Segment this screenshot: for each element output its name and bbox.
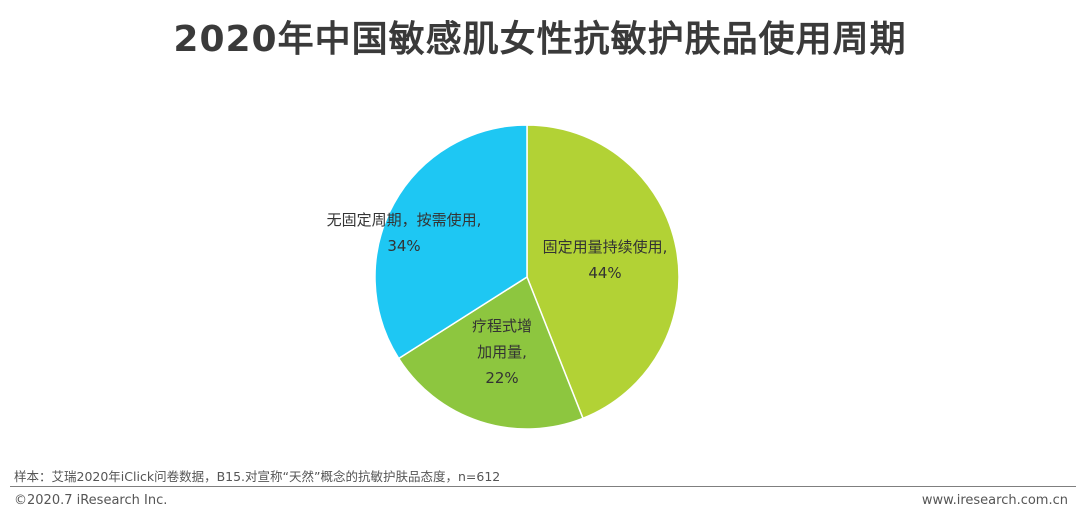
source-note: 样本：艾瑞2020年iClick问卷数据，B15.对宣称“天然”概念的抗敏护肤品… <box>14 469 501 484</box>
pie-slice-3 <box>374 124 528 360</box>
slice-category-label-2: 加用量, <box>477 343 527 361</box>
copyright-text: ©2020.7 iResearch Inc. <box>14 493 168 508</box>
slice-value-label-3: 34% <box>387 237 420 255</box>
website-link[interactable]: www.iresearch.com.cn <box>921 493 1068 508</box>
slice-category-label-3: 无固定周期，按需使用, <box>327 211 482 229</box>
chart-title: 2020年中国敏感肌女性抗敏护肤品使用周期 <box>173 19 907 60</box>
pie-slice-1 <box>526 124 680 420</box>
slice-value-label-1: 44% <box>588 264 621 282</box>
slice-value-label-2: 22% <box>485 369 518 387</box>
slice-category-label-2: 疗程式增 <box>472 317 532 335</box>
slice-category-label-1: 固定用量持续使用, <box>543 238 668 256</box>
pie-slice-2 <box>397 275 584 430</box>
footer-divider <box>10 486 1076 487</box>
